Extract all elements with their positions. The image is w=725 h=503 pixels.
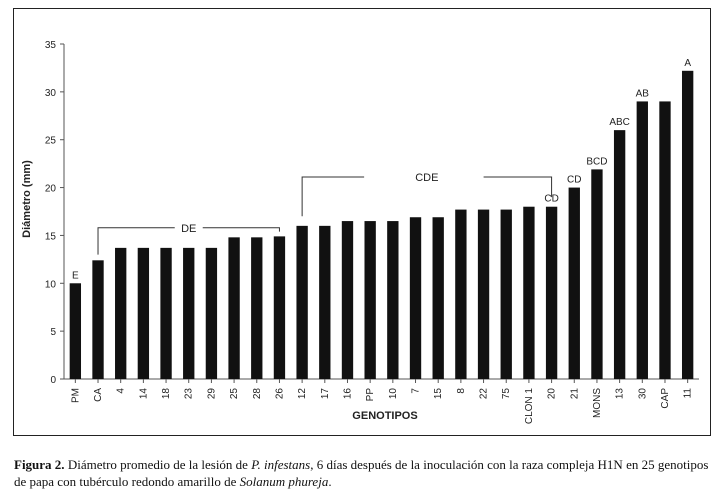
significance-letters: E CD CD BCD ABC AB A xyxy=(72,58,691,281)
bar xyxy=(160,247,172,379)
y-tick-label: 0 xyxy=(50,375,56,386)
bar xyxy=(523,206,535,379)
bar xyxy=(455,209,467,379)
bar xyxy=(273,236,286,379)
x-tick-label: 11 xyxy=(683,388,694,399)
x-tick-label: 20 xyxy=(547,388,558,400)
y-tick-label: 20 xyxy=(45,184,57,195)
y-axis-label: Diámetro (mm) xyxy=(21,160,33,238)
x-tick-label: 23 xyxy=(184,388,195,400)
significance-letter: A xyxy=(684,58,691,69)
bar-chart: 0 5 10 15 20 25 30 35 PM CA 4 14 18 23 29 25 28 26 12 17 16… xyxy=(21,40,699,425)
bar xyxy=(613,130,626,379)
bars-group xyxy=(69,70,694,380)
x-tick-label: 17 xyxy=(320,388,331,400)
caption-species-2: Solanum phureja xyxy=(239,474,329,489)
x-tick-label: 16 xyxy=(342,388,353,400)
de-group-label: DE xyxy=(181,223,196,235)
caption-species-1: P. infestans xyxy=(251,457,311,472)
y-tick-label: 30 xyxy=(45,88,57,99)
significance-letter: CD xyxy=(544,194,558,205)
bar xyxy=(500,209,512,379)
x-tick-label: PP xyxy=(365,388,376,402)
bar xyxy=(341,221,354,379)
bar xyxy=(251,237,263,379)
bar xyxy=(432,217,444,379)
y-tick-label: 35 xyxy=(45,40,57,51)
bar xyxy=(409,217,422,379)
cde-group-label: CDE xyxy=(415,172,438,184)
x-tick-label: 30 xyxy=(637,388,648,400)
bar xyxy=(477,209,490,379)
y-tick-label: 10 xyxy=(45,279,57,290)
bar xyxy=(545,206,558,379)
group-brackets: DE CDE xyxy=(97,172,553,255)
bar xyxy=(364,221,376,379)
x-tick-label: 8 xyxy=(456,388,467,394)
x-tick-label: CLON 1 xyxy=(524,388,535,425)
x-tick-label: 26 xyxy=(274,388,285,400)
bar xyxy=(69,283,82,379)
y-tick-label: 15 xyxy=(45,231,57,242)
bar xyxy=(183,247,195,379)
y-tick-label: 5 xyxy=(50,327,56,338)
bar xyxy=(636,101,648,379)
bar xyxy=(568,187,580,379)
x-tick-label: 4 xyxy=(116,388,127,394)
x-tick-labels: PM CA 4 14 18 23 29 25 28 26 12 17 16 PP 10 7 15 8 22 75 CLO… xyxy=(70,379,694,425)
caption-text-2: , 6 días después de la inoculación con l… xyxy=(14,457,709,489)
bar xyxy=(387,221,399,379)
x-tick-label: 28 xyxy=(252,388,263,400)
x-tick-label: 75 xyxy=(501,388,512,400)
x-tick-label: 15 xyxy=(433,388,444,400)
de-bracket-left xyxy=(97,227,175,255)
cde-bracket-left xyxy=(301,176,365,217)
x-tick-label: 12 xyxy=(297,388,308,400)
x-tick-label: 7 xyxy=(411,388,422,394)
bar xyxy=(659,101,671,379)
x-tick-label: 22 xyxy=(479,388,490,400)
bar xyxy=(681,70,694,380)
x-tick-label: 13 xyxy=(615,388,626,400)
x-tick-label: 14 xyxy=(138,388,149,400)
significance-letter: CD xyxy=(567,175,581,186)
cde-bracket-right xyxy=(483,176,553,198)
x-tick-label: PM xyxy=(70,388,81,403)
x-axis-label: GENOTIPOS xyxy=(352,410,417,422)
bar xyxy=(296,225,308,379)
caption-text-3: . xyxy=(328,474,332,489)
x-tick-label: 25 xyxy=(229,388,240,400)
x-tick-label: MONS xyxy=(592,388,603,418)
x-tick-label: CAP xyxy=(660,388,671,409)
caption-label: Figura 2. xyxy=(14,457,65,472)
bar xyxy=(319,225,331,379)
caption-text-1: Diámetro promedio de la lesión de xyxy=(64,457,252,472)
x-tick-label: 18 xyxy=(161,388,172,400)
significance-letter: AB xyxy=(636,88,650,99)
bar xyxy=(137,247,150,379)
x-tick-label: 29 xyxy=(206,388,217,400)
bar xyxy=(205,247,218,379)
significance-letter: BCD xyxy=(586,156,607,167)
significance-letter: ABC xyxy=(609,117,630,128)
y-tick-label: 25 xyxy=(45,136,57,147)
x-tick-label: CA xyxy=(93,388,104,402)
bar xyxy=(115,247,127,379)
x-tick-label: 10 xyxy=(388,388,399,400)
bar xyxy=(228,237,240,379)
figure-frame: 0 5 10 15 20 25 30 35 PM CA 4 14 18 23 29 25 28 26 12 17 16… xyxy=(13,8,711,436)
figure-caption: Figura 2. Diámetro promedio de la lesión… xyxy=(14,456,719,490)
de-bracket-right xyxy=(202,227,280,232)
bar xyxy=(591,169,603,379)
x-tick-label: 21 xyxy=(569,388,580,400)
significance-letter: E xyxy=(72,270,79,281)
bar xyxy=(92,260,104,379)
